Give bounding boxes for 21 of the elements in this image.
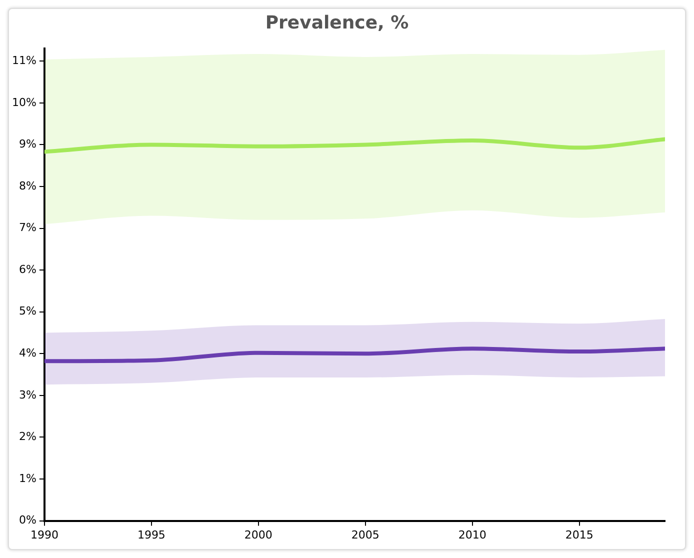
x-tick-label: 2015 — [565, 528, 594, 542]
y-tick-label: 10% — [12, 96, 36, 109]
x-tick-label: 2005 — [351, 528, 380, 542]
y-tick-label: 5% — [18, 304, 36, 318]
line-series — [44, 346, 665, 364]
x-tick-label: 1990 — [30, 528, 58, 542]
x-tick-label: 1995 — [137, 528, 166, 542]
line-series — [44, 137, 665, 154]
y-tick-label: 1% — [18, 472, 36, 485]
y-tick-label: 2% — [18, 430, 36, 444]
y-tick-label: 9% — [18, 138, 36, 151]
y-tick-label: 7% — [18, 221, 36, 234]
y-tick-label: 0% — [18, 514, 36, 527]
chart-title: Prevalence, % — [265, 12, 409, 34]
y-tick-label: 8% — [18, 179, 36, 192]
y-tick-label: 11% — [12, 54, 36, 67]
y-tick-label: 4% — [18, 346, 36, 360]
x-tick-label: 2000 — [244, 528, 272, 542]
y-tick-label: 3% — [18, 388, 36, 402]
y-tick-label: 6% — [18, 262, 36, 276]
x-tick-label: 2010 — [458, 528, 486, 542]
